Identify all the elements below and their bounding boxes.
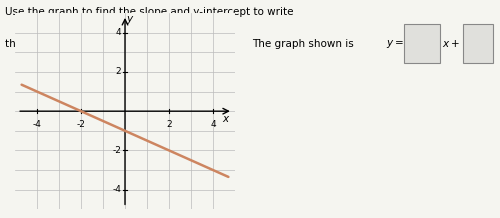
Text: -2: -2 <box>76 120 86 129</box>
Text: 4: 4 <box>210 120 216 129</box>
Text: $x$: $x$ <box>222 114 230 124</box>
Text: -4: -4 <box>32 120 42 129</box>
Text: 2: 2 <box>116 67 121 77</box>
Text: -4: -4 <box>112 185 121 194</box>
FancyBboxPatch shape <box>404 24 440 63</box>
Text: $x+$: $x+$ <box>442 38 460 49</box>
Text: $y$: $y$ <box>126 14 134 26</box>
FancyBboxPatch shape <box>462 24 492 63</box>
Text: -2: -2 <box>112 146 121 155</box>
Text: 4: 4 <box>116 28 121 37</box>
Text: the equation in slope-intercept form.: the equation in slope-intercept form. <box>5 39 198 49</box>
Text: 2: 2 <box>166 120 172 129</box>
Text: Use the graph to find the slope and y-intercept to write: Use the graph to find the slope and y-in… <box>5 7 294 17</box>
Text: $y=$: $y=$ <box>386 37 404 50</box>
Text: The graph shown is: The graph shown is <box>252 39 358 49</box>
